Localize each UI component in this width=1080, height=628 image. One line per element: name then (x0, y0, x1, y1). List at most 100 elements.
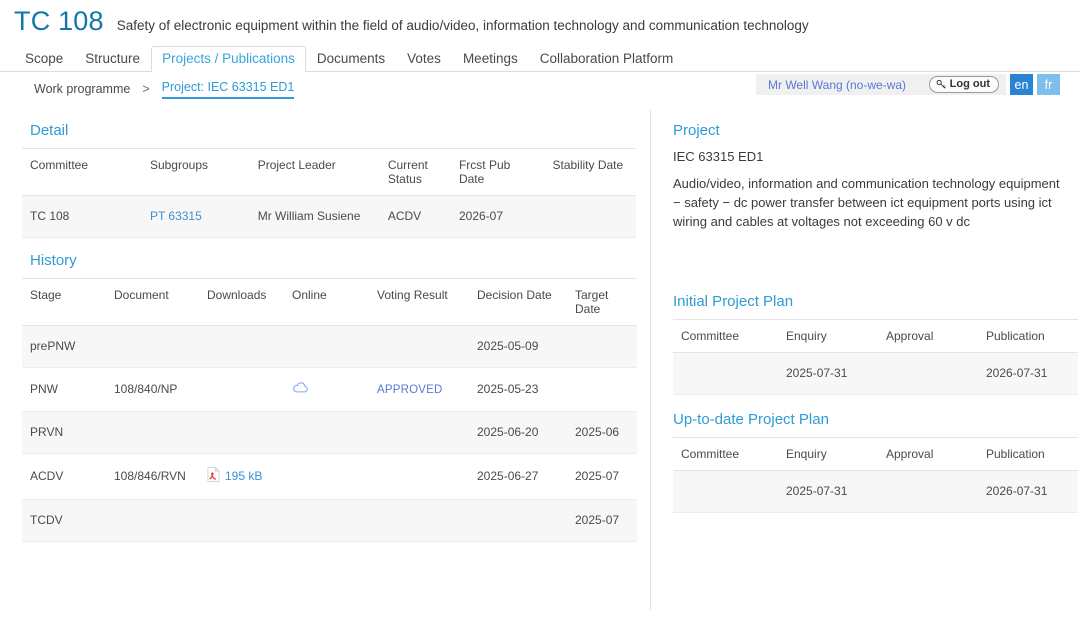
tab-meetings[interactable]: Meetings (462, 51, 518, 66)
uptodate-plan-section-title: Up-to-date Project Plan (673, 411, 829, 428)
history-cell-stage: ACDV (22, 453, 106, 500)
table-row: prePNW 2025-05-09 (22, 325, 637, 368)
detail-table-header-row: Committee Subgroups Project Leader Curre… (22, 148, 636, 196)
history-cell-online (284, 453, 369, 500)
history-cell-decision-date: 2025-06-27 (469, 453, 567, 500)
history-cell-voting-result (369, 499, 469, 542)
logout-button[interactable]: Log out (928, 76, 999, 93)
user-box: Mr Well Wang (no-we-wa) Log out (756, 74, 1006, 95)
history-cell-target-date: 2025-06 (567, 411, 637, 454)
history-col-target-date: Target Date (567, 278, 637, 326)
initial-plan-cell-committee (673, 352, 778, 395)
detail-cell-stability-date (544, 195, 636, 238)
right-panel: Project IEC 63315 ED1 Audio/video, infor… (650, 110, 1080, 610)
tab-scope[interactable]: Scope (25, 51, 64, 66)
history-col-downloads: Downloads (199, 278, 284, 326)
uptodate-plan-cell-enquiry: 2025-07-31 (778, 470, 878, 513)
content-area: Detail Committee Subgroups Project Leade… (0, 110, 1080, 610)
detail-table: Committee Subgroups Project Leader Curre… (22, 148, 636, 238)
tab-structure[interactable]: Structure (85, 51, 141, 66)
voting-result-approved[interactable]: APPROVED (377, 383, 443, 396)
detail-cell-subgroups: PT 63315 (141, 195, 250, 238)
cloud-icon[interactable] (292, 382, 309, 397)
breadcrumb-current-project[interactable]: Project: IEC 63315 ED1 (161, 80, 295, 99)
history-cell-document (106, 499, 199, 542)
history-cell-online (284, 499, 369, 542)
left-panel: Detail Committee Subgroups Project Leade… (0, 110, 650, 610)
user-bar: Mr Well Wang (no-we-wa) Log out en fr (756, 74, 1060, 95)
lang-button-en[interactable]: en (1010, 74, 1033, 95)
logout-label: Log out (949, 78, 990, 90)
history-cell-decision-date: 2025-06-20 (469, 411, 567, 454)
history-table-header-row: Stage Document Downloads Online Voting R… (22, 278, 637, 326)
history-cell-decision-date: 2025-05-09 (469, 325, 567, 368)
committee-title: Safety of electronic equipment within th… (116, 18, 809, 33)
history-cell-stage: PNW (22, 367, 106, 412)
pdf-icon (207, 466, 220, 486)
detail-col-stability-date: Stability Date (544, 148, 636, 196)
history-cell-online (284, 367, 369, 412)
detail-col-current-status: Current Status (379, 148, 451, 196)
initial-plan-col-publication: Publication (978, 319, 1078, 353)
tab-votes[interactable]: Votes (407, 51, 441, 66)
detail-cell-committee: TC 108 (22, 195, 142, 238)
table-row: TC 108 PT 63315 Mr William Susiene ACDV … (22, 195, 636, 238)
history-cell-downloads (199, 325, 284, 368)
initial-plan-col-committee: Committee (673, 319, 778, 353)
subgroup-link[interactable]: PT 63315 (149, 209, 202, 223)
download-link[interactable]: 195 kB (207, 466, 263, 486)
uptodate-plan-cell-publication: 2026-07-31 (978, 470, 1078, 513)
history-col-document: Document (106, 278, 199, 326)
detail-col-committee: Committee (22, 148, 142, 196)
history-cell-target-date: 2025-07 (567, 453, 637, 500)
history-cell-downloads: 195 kB (199, 453, 284, 500)
uptodate-plan-col-committee: Committee (673, 437, 778, 471)
committee-code: TC 108 (14, 6, 104, 36)
username-link[interactable]: Mr Well Wang (no-we-wa) (768, 77, 907, 92)
history-col-decision-date: Decision Date (469, 278, 567, 326)
history-section-title: History (30, 252, 77, 269)
history-cell-downloads (199, 411, 284, 454)
tab-collaboration-platform[interactable]: Collaboration Platform (539, 51, 674, 66)
history-cell-voting-result (369, 411, 469, 454)
history-cell-document: 108/846/RVN (106, 453, 199, 500)
main-tabbar: Scope Structure Projects / Publications … (0, 46, 1080, 73)
table-row: 2025-07-31 2026-07-31 (673, 470, 1078, 513)
history-cell-document: 108/840/NP (106, 367, 199, 412)
table-row: ACDV 108/846/RVN (22, 453, 637, 500)
history-cell-voting-result: APPROVED (369, 367, 469, 412)
detail-cell-current-status: ACDV (379, 195, 451, 238)
detail-cell-project-leader: Mr William Susiene (249, 195, 380, 238)
lang-button-fr[interactable]: fr (1037, 74, 1060, 95)
history-cell-document (106, 325, 199, 368)
uptodate-plan-header-row: Committee Enquiry Approval Publication (673, 437, 1078, 471)
key-icon (936, 79, 947, 90)
history-cell-voting-result (369, 453, 469, 500)
initial-plan-cell-publication: 2026-07-31 (978, 352, 1078, 395)
breadcrumb-work-programme[interactable]: Work programme (34, 82, 131, 96)
download-size-label: 195 kB (225, 469, 263, 483)
uptodate-plan-col-enquiry: Enquiry (778, 437, 878, 471)
project-reference: IEC 63315 ED1 (673, 149, 764, 164)
initial-plan-cell-enquiry: 2025-07-31 (778, 352, 878, 395)
table-row: TCDV 2025-07 (22, 499, 637, 542)
table-row: 2025-07-31 2026-07-31 (673, 352, 1078, 395)
project-section-title: Project (673, 122, 720, 139)
breadcrumb-separator: > (142, 82, 150, 96)
history-cell-stage: TCDV (22, 499, 106, 542)
history-cell-online (284, 411, 369, 454)
page-header: TC 108 Safety of electronic equipment wi… (0, 0, 1080, 40)
tab-projects-publications[interactable]: Projects / Publications (151, 46, 306, 73)
detail-section-title: Detail (30, 122, 69, 139)
history-cell-decision-date: 2025-05-23 (469, 367, 567, 412)
history-table: Stage Document Downloads Online Voting R… (22, 278, 637, 542)
history-cell-online (284, 325, 369, 368)
history-col-online: Online (284, 278, 369, 326)
tab-documents[interactable]: Documents (316, 51, 386, 66)
uptodate-plan-cell-approval (878, 470, 978, 513)
table-row: PNW 108/840/NP APPROVED (22, 367, 637, 412)
initial-plan-col-approval: Approval (878, 319, 978, 353)
initial-plan-header-row: Committee Enquiry Approval Publication (673, 319, 1078, 353)
breadcrumb-bar: Work programme > Project: IEC 63315 ED1 … (0, 72, 1080, 106)
